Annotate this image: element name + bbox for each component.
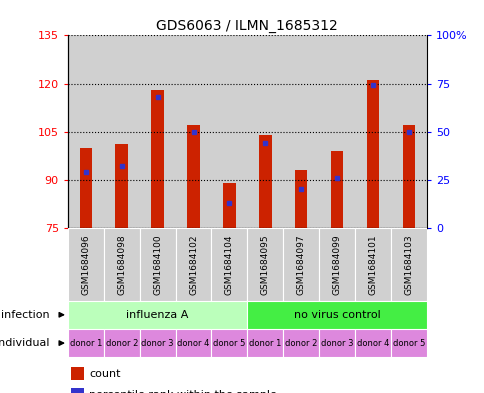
Bar <box>366 80 378 228</box>
Text: GSM1684104: GSM1684104 <box>225 234 233 294</box>
Text: percentile rank within the sample: percentile rank within the sample <box>89 390 277 393</box>
Text: GSM1684097: GSM1684097 <box>296 234 305 295</box>
Bar <box>283 228 318 301</box>
Bar <box>247 329 283 357</box>
Text: no virus control: no virus control <box>293 310 379 320</box>
Bar <box>175 228 211 301</box>
Bar <box>71 388 84 393</box>
Bar <box>211 228 247 301</box>
Bar <box>283 35 318 228</box>
Text: donor 4: donor 4 <box>356 339 388 347</box>
Bar <box>318 35 354 228</box>
Bar <box>258 135 271 228</box>
Text: donor 2: donor 2 <box>285 339 317 347</box>
Bar <box>139 329 175 357</box>
Text: donor 1: donor 1 <box>249 339 281 347</box>
Bar <box>402 125 414 228</box>
Title: GDS6063 / ILMN_1685312: GDS6063 / ILMN_1685312 <box>156 19 337 33</box>
Text: donor 3: donor 3 <box>320 339 353 347</box>
Bar <box>104 35 139 228</box>
Text: GSM1684100: GSM1684100 <box>153 234 162 295</box>
Bar <box>354 35 390 228</box>
Bar <box>68 329 104 357</box>
Text: donor 3: donor 3 <box>141 339 174 347</box>
Bar <box>294 170 307 228</box>
Text: infection: infection <box>1 310 50 320</box>
Bar <box>247 228 283 301</box>
Text: GSM1684096: GSM1684096 <box>81 234 90 295</box>
Bar <box>283 329 318 357</box>
Bar <box>139 35 175 228</box>
Bar <box>104 329 139 357</box>
Text: GSM1684099: GSM1684099 <box>332 234 341 295</box>
Bar <box>354 228 390 301</box>
Text: count: count <box>89 369 121 379</box>
Text: GSM1684098: GSM1684098 <box>117 234 126 295</box>
Bar <box>68 228 104 301</box>
Bar <box>318 329 354 357</box>
Text: influenza A: influenza A <box>126 310 188 320</box>
Bar <box>354 329 390 357</box>
Bar <box>223 183 235 228</box>
Bar <box>187 125 199 228</box>
Text: GSM1684095: GSM1684095 <box>260 234 269 295</box>
Bar <box>175 329 211 357</box>
Text: donor 4: donor 4 <box>177 339 209 347</box>
Bar <box>79 148 92 228</box>
Bar <box>68 301 247 329</box>
Text: donor 5: donor 5 <box>213 339 245 347</box>
Bar <box>211 329 247 357</box>
Bar <box>390 228 426 301</box>
Bar <box>247 301 426 329</box>
Bar <box>151 90 164 228</box>
Bar <box>139 228 175 301</box>
Bar <box>390 35 426 228</box>
Bar <box>68 35 104 228</box>
Text: GSM1684101: GSM1684101 <box>368 234 377 295</box>
Text: individual: individual <box>0 338 50 348</box>
Bar <box>175 35 211 228</box>
Bar <box>390 329 426 357</box>
Bar <box>71 367 84 380</box>
Text: donor 2: donor 2 <box>106 339 137 347</box>
Text: donor 5: donor 5 <box>392 339 424 347</box>
Bar <box>247 35 283 228</box>
Text: GSM1684102: GSM1684102 <box>189 234 197 294</box>
Bar <box>318 228 354 301</box>
Bar <box>115 145 128 228</box>
Bar <box>211 35 247 228</box>
Bar <box>104 228 139 301</box>
Text: donor 1: donor 1 <box>70 339 102 347</box>
Bar <box>330 151 343 228</box>
Text: GSM1684103: GSM1684103 <box>404 234 412 295</box>
